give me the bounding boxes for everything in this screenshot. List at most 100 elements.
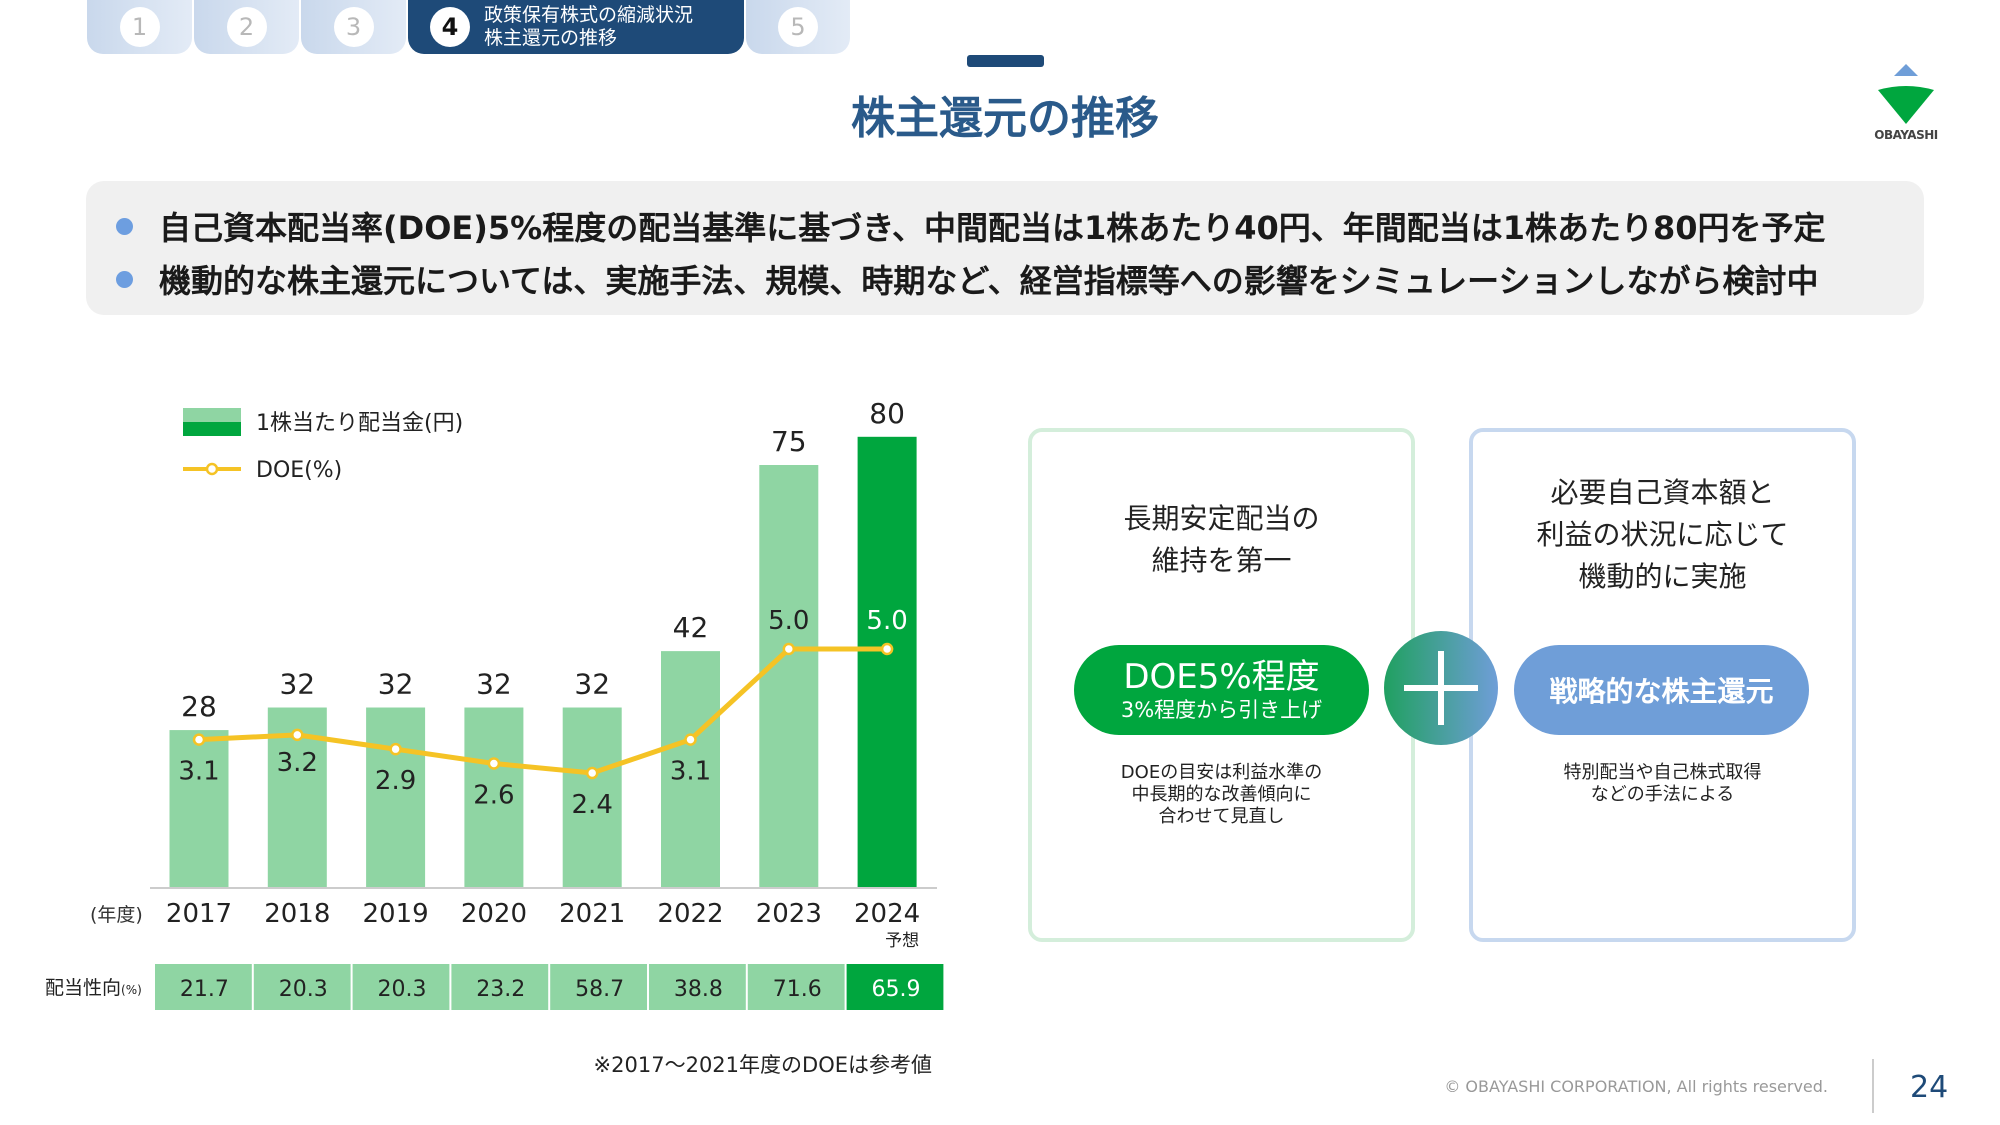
bar-value-label: 80 <box>869 397 905 430</box>
payout-cell <box>747 964 845 1010</box>
payout-value: 71.6 <box>773 977 822 1002</box>
obayashi-logo: OBAYASHI <box>1868 62 1944 148</box>
payout-value: 20.3 <box>378 977 427 1002</box>
bar-value-label: 32 <box>476 668 512 701</box>
policy-heading: 長期安定配当の 維持を第一 <box>1123 502 1320 577</box>
tab-section-2[interactable]: 2 <box>194 0 299 54</box>
x-tick-label: 2024 <box>854 899 920 929</box>
doe-point <box>487 757 501 770</box>
payout-value: 58.7 <box>575 977 624 1002</box>
bar-2024 <box>857 436 917 888</box>
payout-cell <box>253 964 351 1010</box>
tab-section-5[interactable]: 5 <box>746 0 850 54</box>
legend-label-dividend: 1株当たり配当金(円) <box>256 411 463 436</box>
title-accent-bar <box>967 55 1044 67</box>
doe-value-label: 3.2 <box>277 748 318 778</box>
bar-value-label: 42 <box>673 611 709 644</box>
legend-bar-light-swatch <box>183 408 241 422</box>
page-title: 株主還元の推移 <box>851 93 1159 144</box>
payout-cell <box>550 964 647 1010</box>
x-tick-label: 2021 <box>559 899 625 929</box>
bar-value-label: 32 <box>574 668 610 701</box>
payout-cell <box>451 964 549 1010</box>
doe-line <box>198 646 888 776</box>
bar-2020 <box>464 707 524 888</box>
bar-value-label: 75 <box>771 425 807 458</box>
pill-main-text: 戦略的な株主還元 <box>1549 675 1774 708</box>
copyright: © OBAYASHI CORPORATION, All rights reser… <box>1444 1077 1828 1096</box>
doe-point <box>389 742 402 756</box>
plus-icon <box>1384 631 1498 745</box>
tab-section-1[interactable]: 1 <box>87 0 192 54</box>
bar-value-label: 32 <box>378 668 414 701</box>
x-tick-label: 2023 <box>756 899 822 929</box>
payout-value: 38.8 <box>674 977 723 1002</box>
doe-point <box>291 728 304 742</box>
doe-value-label: 5.0 <box>768 606 809 636</box>
doe-value-label: 2.9 <box>375 766 416 796</box>
bar-2021 <box>562 707 622 888</box>
doe-point <box>585 766 599 780</box>
legend-marker <box>205 462 219 476</box>
payout-value: 21.7 <box>180 977 229 1002</box>
tab-number: 1 <box>119 7 160 47</box>
x-tick-label: 2017 <box>166 899 232 929</box>
summary-box: 自己資本配当率(DOE)5%程度の配当基準に基づき、中間配当は1株あたり40円、… <box>86 181 1924 315</box>
payout-value: 20.3 <box>279 977 328 1002</box>
doe-value-label: 2.4 <box>572 790 613 820</box>
forecast-label: 予想 <box>885 931 919 951</box>
payout-cell <box>846 964 944 1010</box>
bullet-dot-icon <box>116 217 133 235</box>
x-tick-label: 2020 <box>461 899 527 929</box>
pill-main-text: DOE5%程度 <box>1123 657 1320 697</box>
tab-number: 3 <box>333 7 374 47</box>
bar-value-label: 32 <box>279 668 315 701</box>
x-tick-label: 2018 <box>264 899 330 929</box>
payout-value: 65.9 <box>872 977 921 1002</box>
tab-number: 5 <box>778 7 818 47</box>
tab-number: 4 <box>430 7 470 47</box>
tab-section-3[interactable]: 3 <box>301 0 406 54</box>
bar-value-label: 28 <box>181 690 217 723</box>
doe-value-label: 5.0 <box>866 606 907 636</box>
payout-value: 23.2 <box>476 977 525 1002</box>
policy-note: DOEの目安は利益水準の 中長期的な改善傾向に 合わせて見直し <box>1120 762 1323 827</box>
bar-2023 <box>759 465 819 888</box>
logo-mark-icon <box>1878 64 1934 124</box>
tab-label: 政策保有株式の縮減状況 株主還元の推移 <box>484 4 694 49</box>
x-tick-label: 2019 <box>363 899 429 929</box>
doe-point <box>684 733 697 746</box>
bar-2022 <box>661 651 720 888</box>
doe-value-label: 3.1 <box>670 757 711 787</box>
doe-pill: DOE5%程度 3%程度から引き上げ <box>1074 645 1369 735</box>
strategic-return-pill: 戦略的な株主還元 <box>1514 645 1809 735</box>
bullet-item: 機動的な株主還元については、実施手法、規模、時期など、経営指標等への影響をシミュ… <box>116 256 1819 302</box>
policy-note: 特別配当や自己株式取得 などの手法による <box>1563 762 1762 805</box>
x-tick-label: 2022 <box>657 899 723 929</box>
x-unit-label: (年度) <box>90 904 143 926</box>
payout-label: 配当性向(%) <box>45 977 142 999</box>
doe-value-label: 2.6 <box>473 780 514 810</box>
tab-section-4[interactable]: 4 政策保有株式の縮減状況 株主還元の推移 <box>408 0 744 54</box>
dividend-chart: 1株当たり配当金(円) DOE(%) 28 32 32 32 32 42 75 80 3.1 3… <box>45 397 944 1077</box>
bullet-item: 自己資本配当率(DOE)5%程度の配当基準に基づき、中間配当は1株あたり40円、… <box>116 203 1826 249</box>
doe-value-label: 3.1 <box>178 757 219 787</box>
tab-number: 2 <box>226 7 267 47</box>
payout-cell <box>155 964 252 1010</box>
chart-footnote: ※2017～2021年度のDOEは参考値 <box>594 1053 932 1077</box>
doe-point <box>782 642 796 656</box>
payout-cell <box>649 964 746 1010</box>
bullet-dot-icon <box>116 270 133 288</box>
bar-2019 <box>366 707 426 888</box>
logo-text: OBAYASHI <box>1874 128 1938 142</box>
footer-divider <box>1872 1059 1874 1113</box>
policy-heading: 必要自己資本額と 利益の状況に応じて 機動的に実施 <box>1536 476 1789 593</box>
doe-point <box>880 642 894 656</box>
bar-2017 <box>169 730 229 888</box>
chart-legend: 1株当たり配当金(円) DOE(%) <box>183 408 463 483</box>
legend-label-doe: DOE(%) <box>256 458 342 483</box>
legend-bar-dark-swatch <box>183 422 241 436</box>
page-number: 24 <box>1910 1070 1949 1105</box>
payout-cell <box>352 964 450 1010</box>
pill-sub-text: 3%程度から引き上げ <box>1120 698 1323 722</box>
